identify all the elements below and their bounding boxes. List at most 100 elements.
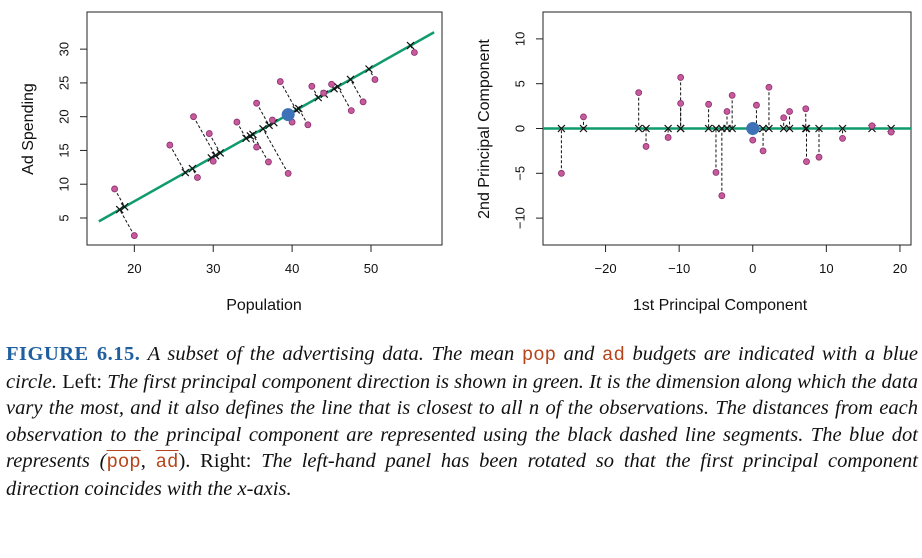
left-data-point bbox=[190, 113, 197, 121]
left-pc-line bbox=[98, 31, 435, 223]
right-data-point bbox=[753, 101, 760, 109]
right-projection-x bbox=[712, 124, 720, 133]
right-y-tick-label: −5 bbox=[512, 166, 527, 181]
left-projection-line bbox=[119, 209, 135, 236]
left-projection-x bbox=[259, 124, 267, 133]
left-x-tick-label: 40 bbox=[285, 261, 299, 276]
left-projection-x bbox=[120, 202, 129, 211]
left-axis-ticks: 20 30 40 50 5 10 15 20 25 30 bbox=[56, 42, 378, 276]
left-projection-line bbox=[298, 108, 309, 126]
right-data-point bbox=[705, 100, 712, 108]
left-projection-x bbox=[333, 82, 342, 91]
left-data-point bbox=[253, 99, 261, 107]
figure-caption: FIGURE 6.15. A subset of the advertising… bbox=[6, 341, 918, 503]
left-x-tick-label: 20 bbox=[127, 261, 141, 276]
left-projection-x bbox=[294, 104, 303, 113]
right-data-point bbox=[642, 143, 650, 150]
left-projection-line bbox=[193, 116, 216, 156]
left-y-tick-label: 25 bbox=[56, 76, 71, 90]
right-data-point bbox=[887, 128, 895, 136]
left-data-point bbox=[284, 170, 292, 177]
right-data-point bbox=[759, 147, 767, 155]
right-x-tick-label: −10 bbox=[668, 261, 690, 276]
right-data-point bbox=[839, 134, 846, 142]
left-data-point bbox=[308, 82, 316, 90]
left-data-point bbox=[265, 158, 272, 166]
left-data-point bbox=[347, 107, 355, 115]
right-projection-x bbox=[634, 124, 643, 133]
left-data-point bbox=[359, 98, 367, 106]
left-data-point bbox=[166, 141, 174, 149]
right-data-points bbox=[558, 74, 895, 200]
right-x-axis-label: 1st Principal Component bbox=[633, 297, 808, 314]
right-projection-x bbox=[838, 124, 847, 133]
left-projection-x bbox=[188, 164, 197, 173]
right-data-point bbox=[677, 74, 685, 81]
left-projection-lines bbox=[114, 45, 415, 236]
left-data-point bbox=[268, 116, 276, 124]
left-projection-x bbox=[365, 65, 373, 73]
left-projection-line bbox=[252, 134, 269, 163]
right-data-point bbox=[786, 108, 793, 115]
right-data-point bbox=[718, 192, 726, 200]
caption-comma: , bbox=[140, 450, 156, 473]
left-projection-line bbox=[169, 144, 186, 173]
left-x-axis-label: Population bbox=[226, 297, 302, 314]
right-projection-x bbox=[759, 124, 767, 133]
right-projection-x bbox=[802, 124, 811, 133]
right-projection-x bbox=[664, 124, 673, 133]
right-data-point bbox=[780, 114, 788, 122]
left-projection-line bbox=[236, 121, 247, 139]
left-data-point bbox=[209, 157, 217, 165]
right-projection-x bbox=[779, 124, 788, 133]
right-x-tick-label: 0 bbox=[749, 261, 756, 276]
right-data-point bbox=[803, 158, 810, 166]
left-projection-x bbox=[216, 148, 225, 157]
left-y-tick-label: 5 bbox=[56, 214, 71, 221]
right-projection-x bbox=[728, 124, 737, 133]
right-projection-x bbox=[557, 124, 566, 133]
right-projection-x bbox=[704, 124, 713, 133]
right-y-axis-label: 2nd Principal Component bbox=[476, 39, 493, 219]
right-data-point bbox=[677, 100, 685, 107]
left-data-point bbox=[233, 118, 241, 126]
left-projection-line bbox=[208, 133, 221, 154]
left-plot-frame bbox=[86, 11, 443, 246]
caption-text-2: and bbox=[556, 343, 603, 365]
left-projection-x bbox=[314, 93, 323, 102]
left-y-tick-label: 20 bbox=[56, 109, 71, 123]
left-projection-line bbox=[350, 79, 364, 103]
left-projection-line bbox=[114, 188, 126, 208]
left-y-tick-label: 10 bbox=[56, 177, 71, 191]
left-data-point bbox=[205, 130, 213, 137]
right-y-tick-label: 10 bbox=[512, 32, 527, 46]
left-projection-line bbox=[279, 81, 297, 111]
figure-label: FIGURE 6.15. bbox=[6, 343, 141, 365]
right-projection-x bbox=[579, 124, 588, 133]
right-data-point bbox=[580, 113, 587, 121]
left-data-point bbox=[111, 185, 119, 193]
left-y-tick-label: 15 bbox=[56, 143, 71, 157]
left-projection-x bbox=[242, 134, 250, 143]
left-projection-x bbox=[115, 205, 124, 214]
right-data-point bbox=[765, 83, 773, 91]
right-y-tick-label: 5 bbox=[512, 80, 527, 87]
left-x-tick-label: 30 bbox=[206, 261, 220, 276]
caption-text-4: The first principal component direction … bbox=[6, 370, 918, 473]
right-data-point bbox=[815, 153, 823, 161]
left-y-axis-label: Ad Spending bbox=[20, 83, 37, 175]
caption-bar-ad: ad bbox=[155, 451, 179, 474]
caption-right-label: Right: bbox=[200, 450, 252, 473]
right-x-tick-label: 10 bbox=[819, 261, 833, 276]
left-data-point bbox=[320, 89, 328, 97]
left-data-point bbox=[304, 121, 312, 129]
right-y-tick-label: −10 bbox=[512, 207, 527, 229]
right-x-tick-label: 20 bbox=[893, 261, 907, 276]
left-data-point bbox=[371, 76, 379, 83]
left-projection-x bbox=[406, 41, 415, 50]
right-mean-point bbox=[746, 122, 760, 135]
right-projection-x bbox=[676, 124, 685, 133]
left-data-points bbox=[111, 49, 418, 239]
left-projection-line bbox=[262, 128, 289, 174]
